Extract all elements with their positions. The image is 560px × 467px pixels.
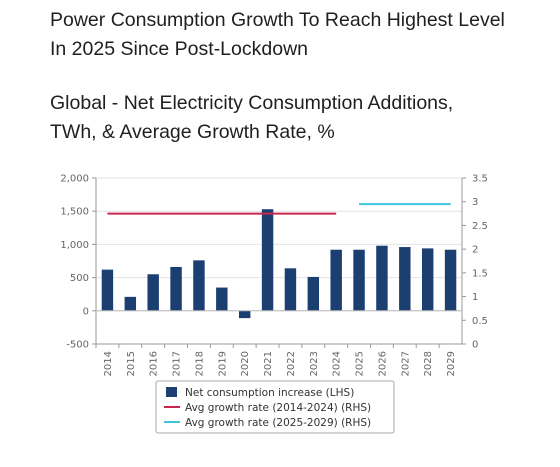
legend-label-0: Net consumption increase (LHS) [185,387,354,399]
legend-box [155,380,395,434]
bar-2023 [307,276,320,311]
bar-2017 [170,266,182,311]
bar-2015 [124,296,137,311]
y-right-tick-label: 3.5 [472,174,488,185]
bars-layer [101,209,457,319]
bar-2021 [261,209,274,311]
x-tick-label-2026: 2026 [377,351,388,376]
x-tick-label-2029: 2029 [446,351,457,376]
legend-swatch-bar [166,387,177,397]
axes-layer: -500 0 500 1,000 1,500 2,000 0 0.5 1 1.5 2 2.5 3 3.5 2… [60,174,488,377]
headline-line-1: Power Consumption Growth To Reach Highes… [50,9,505,31]
chart-headline: Power Consumption Growth To Reach Highes… [50,6,530,64]
x-tick-label-2019: 2019 [217,351,228,376]
y-right-tick-label: 1.5 [472,268,488,279]
x-tick-label-2018: 2018 [194,351,205,376]
x-tick-label-2020: 2020 [240,351,251,376]
y-left-tick-label: -500 [66,340,89,351]
y-right-tick-label: 0 [472,340,478,351]
bar-2020 [238,310,251,319]
y-left-tick-label: 0 [83,306,89,317]
y-right-tick-label: 2.5 [472,221,488,232]
x-tick-label-2017: 2017 [172,351,183,376]
y-right-tick-label: 0.5 [472,316,488,327]
y-right-tick-label: 1 [472,292,478,303]
x-tick-label-2028: 2028 [423,351,434,376]
chart-subtitle: Global - Net Electricity Consumption Add… [50,89,530,147]
lines-layer [107,203,451,215]
y-left-tick-label: 500 [70,273,89,284]
bar-2016 [147,274,159,311]
bar-2026 [376,245,388,311]
headline-line-2: In 2025 Since Post-Lockdown [50,38,308,60]
bar-2018 [193,260,205,311]
legend-layer: Net consumption increase (LHS) Avg growth… [155,380,395,434]
y-right-tick-label: 2 [472,245,478,256]
bar-2028 [421,248,434,311]
x-tick-label-2027: 2027 [400,351,411,376]
bar-2022 [284,268,297,311]
y-left-tick-label: 1,500 [60,207,89,218]
bar-2029 [444,249,457,311]
y-left-tick-label: 1,000 [60,240,89,251]
x-tick-label-2023: 2023 [309,351,320,376]
legend-label-2: Avg growth rate (2025-2029) (RHS) [185,417,371,429]
x-tick-label-2025: 2025 [355,351,366,376]
x-tick-label-2016: 2016 [149,351,160,376]
bar-2027 [399,247,411,311]
bar-2025 [353,249,365,311]
x-tick-label-2014: 2014 [103,351,114,376]
y-right-tick-label: 3 [472,197,478,208]
subtitle-line-1: Global - Net Electricity Consumption Add… [50,92,454,114]
legend-label-1: Avg growth rate (2014-2024) (RHS) [185,402,371,414]
y-left-tick-label: 2,000 [60,174,89,185]
bar-2019 [216,287,228,311]
x-tick-label-2024: 2024 [332,351,343,376]
x-tick-label-2021: 2021 [263,351,274,376]
subtitle-line-2: TWh, & Average Growth Rate, % [50,121,335,143]
x-tick-label-2015: 2015 [126,351,137,376]
bar-2014 [101,269,114,311]
x-tick-label-2022: 2022 [286,351,297,376]
bar-2024 [330,249,342,311]
